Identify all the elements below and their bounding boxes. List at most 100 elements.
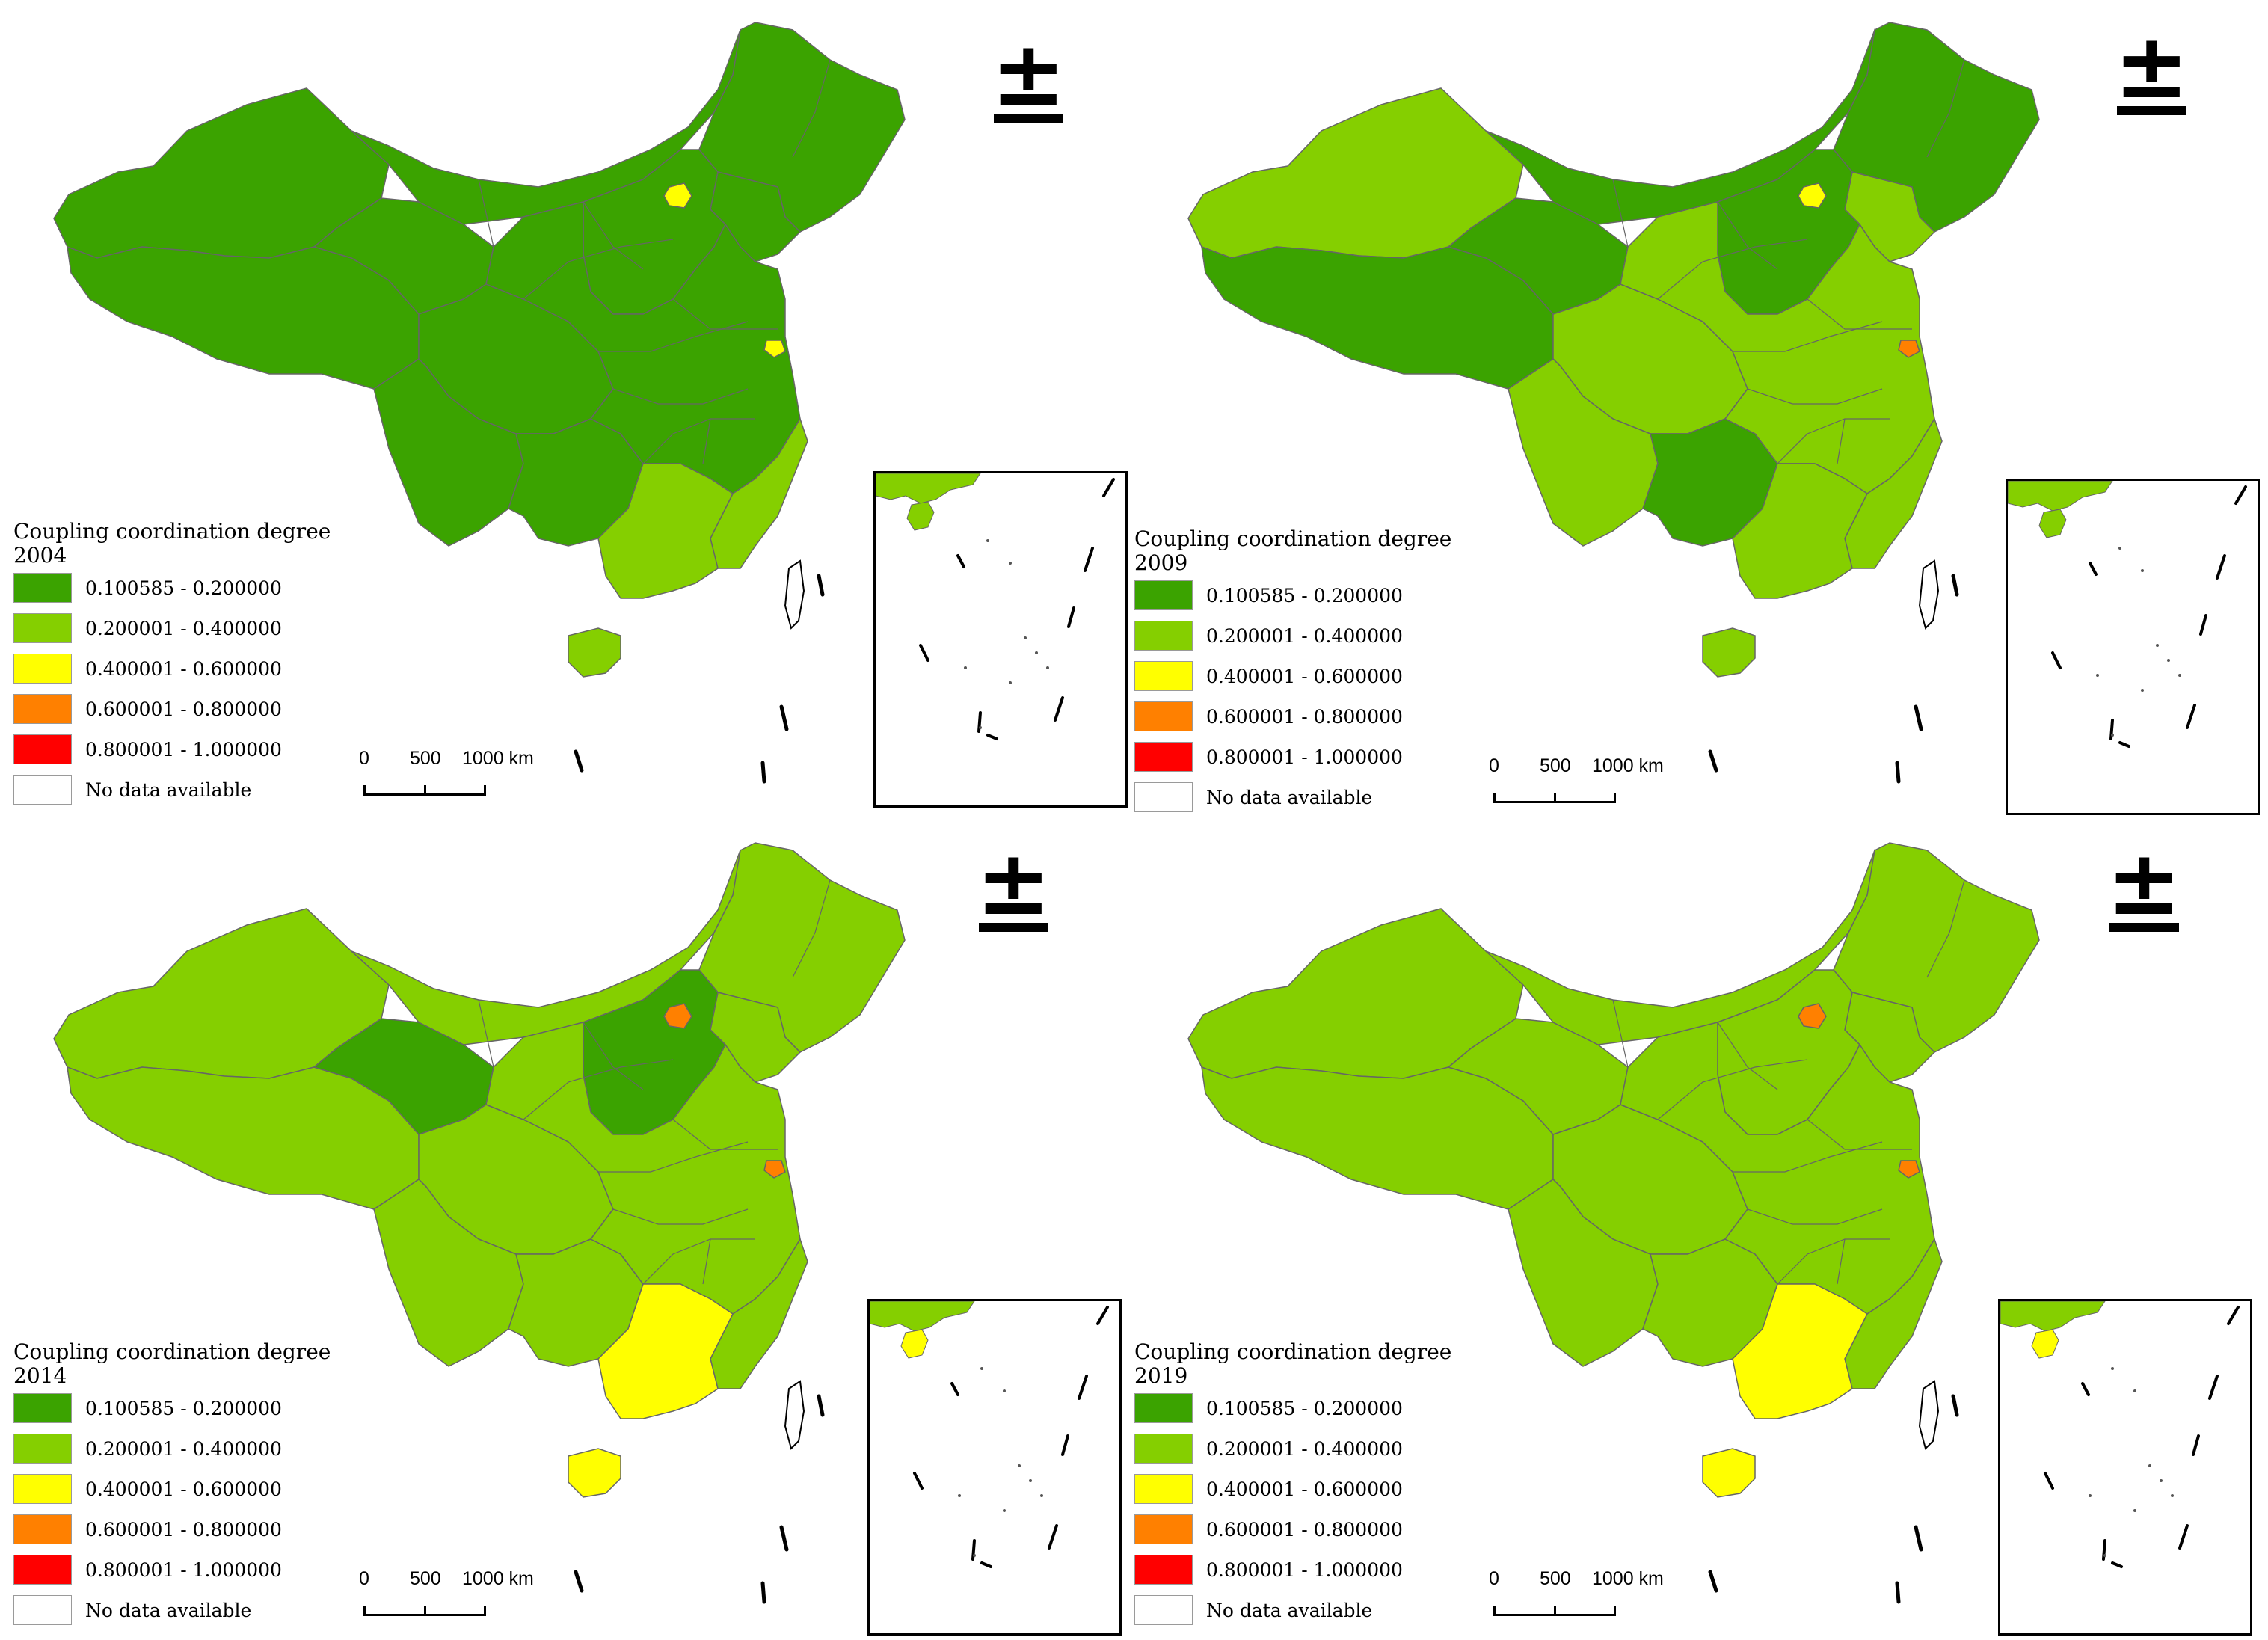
- south-china-sea-inset: [873, 471, 1128, 808]
- inset-island: [2133, 1389, 2136, 1392]
- province-border: [1777, 1238, 1890, 1285]
- province-border: [1837, 418, 1846, 464]
- legend-item: No data available: [1134, 777, 1451, 817]
- inset-island: [1024, 636, 1027, 639]
- province-border: [1612, 999, 1629, 1068]
- region-central-east: [1620, 1022, 1935, 1315]
- legend-swatch: [13, 654, 72, 684]
- south-china-sea-inset: [1998, 1299, 2252, 1636]
- legend-item: 0.200001 - 0.400000: [1134, 1428, 1451, 1469]
- legend-label: 0.400001 - 0.600000: [85, 657, 282, 680]
- scale-bar: 0 500 1000 km: [357, 1568, 534, 1621]
- inset-island: [2148, 1464, 2151, 1467]
- legend-label: 0.200001 - 0.400000: [1206, 624, 1403, 647]
- inset-island: [1009, 562, 1012, 565]
- scale-tick: 0: [1489, 755, 1499, 776]
- legend-item: 0.800001 - 1.000000: [13, 1550, 331, 1590]
- south-china-sea-inset: [2006, 479, 2260, 815]
- legend-item: No data available: [1134, 1590, 1451, 1630]
- legend-item: 0.200001 - 0.400000: [13, 608, 331, 648]
- legend-swatch: [13, 1555, 72, 1585]
- region-taiwan: [1918, 559, 1940, 630]
- legend-title: Coupling coordination degree: [13, 519, 331, 544]
- legend-swatch: [1134, 661, 1193, 691]
- province-border: [478, 179, 494, 248]
- legend-label: 0.800001 - 1.000000: [85, 738, 282, 761]
- province-border: [583, 201, 644, 270]
- legend: Coupling coordination degree 2009 0.1005…: [1134, 527, 1451, 817]
- china-map: [53, 22, 906, 784]
- legend-title: Coupling coordination degree: [13, 1339, 331, 1364]
- nine-dash-line-segment: [1061, 1434, 1069, 1456]
- legend-label: 0.600001 - 0.800000: [1206, 705, 1403, 728]
- legend-swatch: [13, 1514, 72, 1544]
- province-border: [1747, 388, 1883, 405]
- province-border: [583, 1022, 644, 1090]
- nine-dash-line-segment: [1054, 696, 1064, 722]
- province-border: [642, 418, 755, 464]
- island-dash: [1708, 1570, 1718, 1593]
- legend-item: 0.800001 - 1.000000: [1134, 1550, 1451, 1590]
- province-border: [792, 879, 831, 978]
- region-tibet: [1201, 245, 1554, 390]
- region-tibet: [67, 245, 420, 390]
- inset-mainland-coast: [2000, 1301, 2106, 1332]
- inset-mainland-coast: [2008, 481, 2113, 512]
- legend-label: 0.200001 - 0.400000: [85, 617, 282, 639]
- legend-item: 0.600001 - 0.800000: [13, 689, 331, 729]
- island-dash: [760, 761, 766, 784]
- inset-hainan: [900, 1329, 929, 1359]
- region-shanghai: [763, 1160, 786, 1179]
- province-border: [642, 1238, 755, 1285]
- inset-hainan: [2038, 509, 2067, 538]
- island-dash: [1895, 1581, 1901, 1604]
- province-border: [478, 999, 494, 1068]
- nine-dash-line-segment: [1096, 1306, 1109, 1325]
- legend-item: 0.600001 - 0.800000: [1134, 696, 1451, 737]
- province-border: [1612, 179, 1629, 248]
- nine-dash-line-segment: [919, 644, 929, 662]
- legend-swatch: [13, 1434, 72, 1464]
- legend-item: 0.800001 - 1.000000: [13, 729, 331, 770]
- province-border: [1926, 879, 1965, 978]
- legend-item: No data available: [13, 770, 331, 810]
- legend-label: 0.400001 - 0.600000: [1206, 665, 1403, 687]
- nine-dash-line-segment: [2118, 741, 2130, 748]
- legend-label: No data available: [85, 1599, 252, 1621]
- legend-label: 0.400001 - 0.600000: [85, 1478, 282, 1500]
- province-border: [792, 59, 831, 158]
- legend-title: Coupling coordination degree: [1134, 526, 1452, 551]
- china-map: [1187, 842, 2040, 1604]
- inset-island: [1035, 651, 1038, 654]
- inset-island: [2141, 689, 2144, 692]
- island-dash: [574, 749, 584, 773]
- province-border: [1926, 59, 1965, 158]
- scale-tick: 1000 km: [1592, 755, 1664, 776]
- region-tibet: [1201, 1066, 1554, 1210]
- inset-island: [2167, 659, 2170, 662]
- legend-label: 0.600001 - 0.800000: [85, 1518, 282, 1541]
- legend-swatch: [1134, 621, 1193, 651]
- legend-item: No data available: [13, 1590, 331, 1630]
- region-shanghai: [763, 340, 786, 358]
- province-border: [1717, 1022, 1778, 1090]
- nine-dash-line-segment: [2234, 485, 2247, 505]
- inset-island: [958, 1494, 961, 1497]
- legend-item: 0.100585 - 0.200000: [1134, 575, 1451, 615]
- island-dash: [779, 704, 789, 731]
- region-taiwan: [784, 559, 805, 630]
- inset-island: [973, 1554, 976, 1557]
- nine-dash-line-segment: [913, 1472, 924, 1490]
- map-panel-2004: ± Coupling coordination degree 2004 0.10…: [0, 0, 1134, 820]
- legend-item: 0.400001 - 0.600000: [1134, 1469, 1451, 1509]
- nine-dash-line-segment: [950, 1382, 959, 1396]
- south-china-sea-inset: [867, 1299, 1122, 1636]
- island-dash: [779, 1525, 789, 1552]
- island-dash: [1951, 574, 1959, 597]
- nine-dash-line-segment: [2216, 554, 2226, 580]
- north-arrow-icon: ±: [2106, 832, 2182, 936]
- region-guangdong: [597, 463, 734, 599]
- inset-island: [2096, 674, 2099, 677]
- legend-item: 0.600001 - 0.800000: [13, 1509, 331, 1550]
- legend-swatch: [13, 1595, 72, 1625]
